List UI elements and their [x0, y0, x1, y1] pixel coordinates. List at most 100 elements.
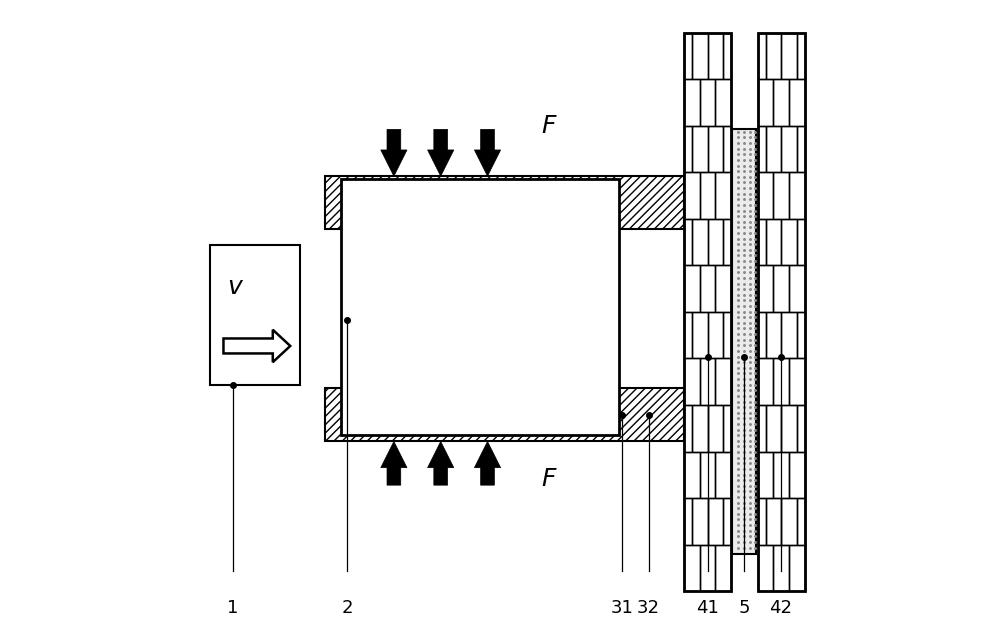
- Bar: [325, 388, 684, 441]
- Bar: [684, 79, 700, 125]
- Bar: [723, 125, 731, 172]
- Bar: [758, 79, 773, 125]
- FancyArrow shape: [381, 129, 407, 176]
- FancyArrow shape: [474, 441, 501, 485]
- Bar: [692, 219, 708, 265]
- Bar: [723, 33, 731, 79]
- Bar: [708, 33, 723, 79]
- Text: 31: 31: [610, 599, 633, 618]
- Bar: [684, 33, 731, 591]
- Bar: [773, 79, 789, 125]
- Bar: [692, 498, 708, 545]
- Bar: [766, 312, 781, 359]
- Bar: [758, 498, 766, 545]
- Text: $F$: $F$: [541, 114, 557, 138]
- FancyArrow shape: [223, 330, 290, 362]
- Bar: [758, 265, 773, 312]
- Text: $v$: $v$: [227, 275, 244, 299]
- Bar: [758, 33, 805, 591]
- Bar: [797, 125, 805, 172]
- Bar: [684, 125, 692, 172]
- Bar: [684, 498, 692, 545]
- Bar: [773, 265, 789, 312]
- Bar: [773, 172, 789, 219]
- Bar: [781, 33, 797, 79]
- Bar: [773, 359, 789, 405]
- Bar: [766, 33, 781, 79]
- Bar: [766, 219, 781, 265]
- Bar: [684, 265, 700, 312]
- Bar: [758, 125, 766, 172]
- Bar: [766, 405, 781, 451]
- Text: 5: 5: [738, 599, 750, 618]
- Bar: [758, 312, 766, 359]
- Bar: [700, 545, 715, 591]
- Text: 41: 41: [696, 599, 719, 618]
- Bar: [758, 359, 773, 405]
- Bar: [766, 498, 781, 545]
- Bar: [797, 498, 805, 545]
- Bar: [732, 129, 756, 554]
- Bar: [715, 451, 731, 498]
- Bar: [723, 219, 731, 265]
- Bar: [773, 545, 789, 591]
- Bar: [684, 359, 700, 405]
- Bar: [692, 125, 708, 172]
- Bar: [692, 33, 708, 79]
- Bar: [789, 359, 805, 405]
- Bar: [758, 219, 766, 265]
- FancyArrow shape: [428, 129, 454, 176]
- Bar: [708, 219, 723, 265]
- Bar: [325, 176, 684, 229]
- Bar: [700, 79, 715, 125]
- Text: 2: 2: [341, 599, 353, 618]
- Bar: [789, 172, 805, 219]
- Text: 32: 32: [637, 599, 660, 618]
- Bar: [708, 125, 723, 172]
- Bar: [684, 219, 692, 265]
- Bar: [684, 33, 692, 79]
- Text: 42: 42: [769, 599, 792, 618]
- Bar: [781, 498, 797, 545]
- Bar: [684, 172, 700, 219]
- Bar: [715, 265, 731, 312]
- Bar: [700, 172, 715, 219]
- Bar: [684, 451, 700, 498]
- Bar: [789, 545, 805, 591]
- Bar: [789, 265, 805, 312]
- Bar: [781, 312, 797, 359]
- Bar: [715, 172, 731, 219]
- Bar: [700, 451, 715, 498]
- Bar: [708, 312, 723, 359]
- Bar: [708, 498, 723, 545]
- Bar: [773, 451, 789, 498]
- Bar: [684, 405, 692, 451]
- Bar: [766, 125, 781, 172]
- Bar: [758, 405, 766, 451]
- Text: $F$: $F$: [541, 467, 557, 491]
- Bar: [758, 172, 773, 219]
- Bar: [715, 79, 731, 125]
- Bar: [700, 265, 715, 312]
- Text: 1: 1: [227, 599, 239, 618]
- FancyArrow shape: [474, 129, 501, 176]
- Bar: [723, 498, 731, 545]
- Bar: [758, 545, 773, 591]
- Bar: [781, 125, 797, 172]
- Bar: [781, 405, 797, 451]
- Bar: [692, 405, 708, 451]
- Bar: [789, 451, 805, 498]
- Bar: [781, 219, 797, 265]
- Bar: [797, 405, 805, 451]
- FancyArrow shape: [428, 441, 454, 485]
- Bar: [797, 33, 805, 79]
- Bar: [797, 312, 805, 359]
- Bar: [684, 545, 700, 591]
- Bar: [723, 312, 731, 359]
- Bar: [715, 359, 731, 405]
- Bar: [758, 33, 766, 79]
- Bar: [789, 79, 805, 125]
- Bar: [684, 312, 692, 359]
- Bar: [210, 245, 300, 385]
- Bar: [692, 312, 708, 359]
